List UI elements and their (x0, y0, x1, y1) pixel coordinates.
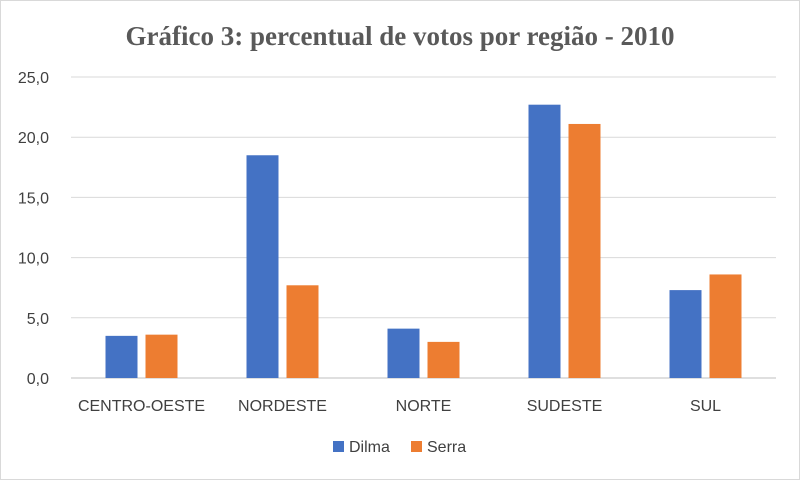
bar-serra-nordeste (286, 285, 319, 378)
bar-dilma-sudeste (528, 104, 561, 378)
legend-swatch-serra (411, 441, 422, 452)
x-tick-label: NORDESTE (238, 398, 327, 415)
bar-dilma-centro-oeste (105, 335, 138, 378)
legend: Dilma Serra (333, 439, 466, 456)
bar-dilma-norte (387, 328, 420, 378)
bar-serra-norte (427, 341, 460, 378)
x-axis-ticks: CENTRO-OESTE NORDESTE NORTE SUDESTE SUL (78, 398, 721, 415)
legend-label-dilma: Dilma (349, 439, 390, 456)
y-tick-label: 20,0 (18, 130, 49, 147)
x-tick-label: NORTE (396, 398, 452, 415)
y-tick-label: 10,0 (18, 251, 49, 268)
bar-dilma-nordeste (246, 155, 279, 378)
legend-swatch-dilma (333, 441, 344, 452)
chart-title: Gráfico 3: percentual de votos por regiã… (126, 21, 675, 51)
x-tick-label: SUL (690, 398, 721, 415)
bars (105, 104, 742, 379)
y-tick-label: 25,0 (18, 70, 49, 87)
gridlines (71, 76, 776, 379)
y-tick-label: 0,0 (27, 371, 49, 388)
legend-label-serra: Serra (427, 439, 466, 456)
bar-serra-sul (709, 274, 742, 378)
x-tick-label: SUDESTE (527, 398, 603, 415)
y-tick-label: 15,0 (18, 190, 49, 207)
y-axis-ticks: 0,0 5,0 10,0 15,0 20,0 25,0 (18, 70, 49, 388)
bar-serra-centro-oeste (145, 334, 178, 378)
y-tick-label: 5,0 (27, 311, 49, 328)
bar-dilma-sul (669, 290, 702, 378)
x-tick-label: CENTRO-OESTE (78, 398, 205, 415)
bar-serra-sudeste (568, 123, 601, 379)
